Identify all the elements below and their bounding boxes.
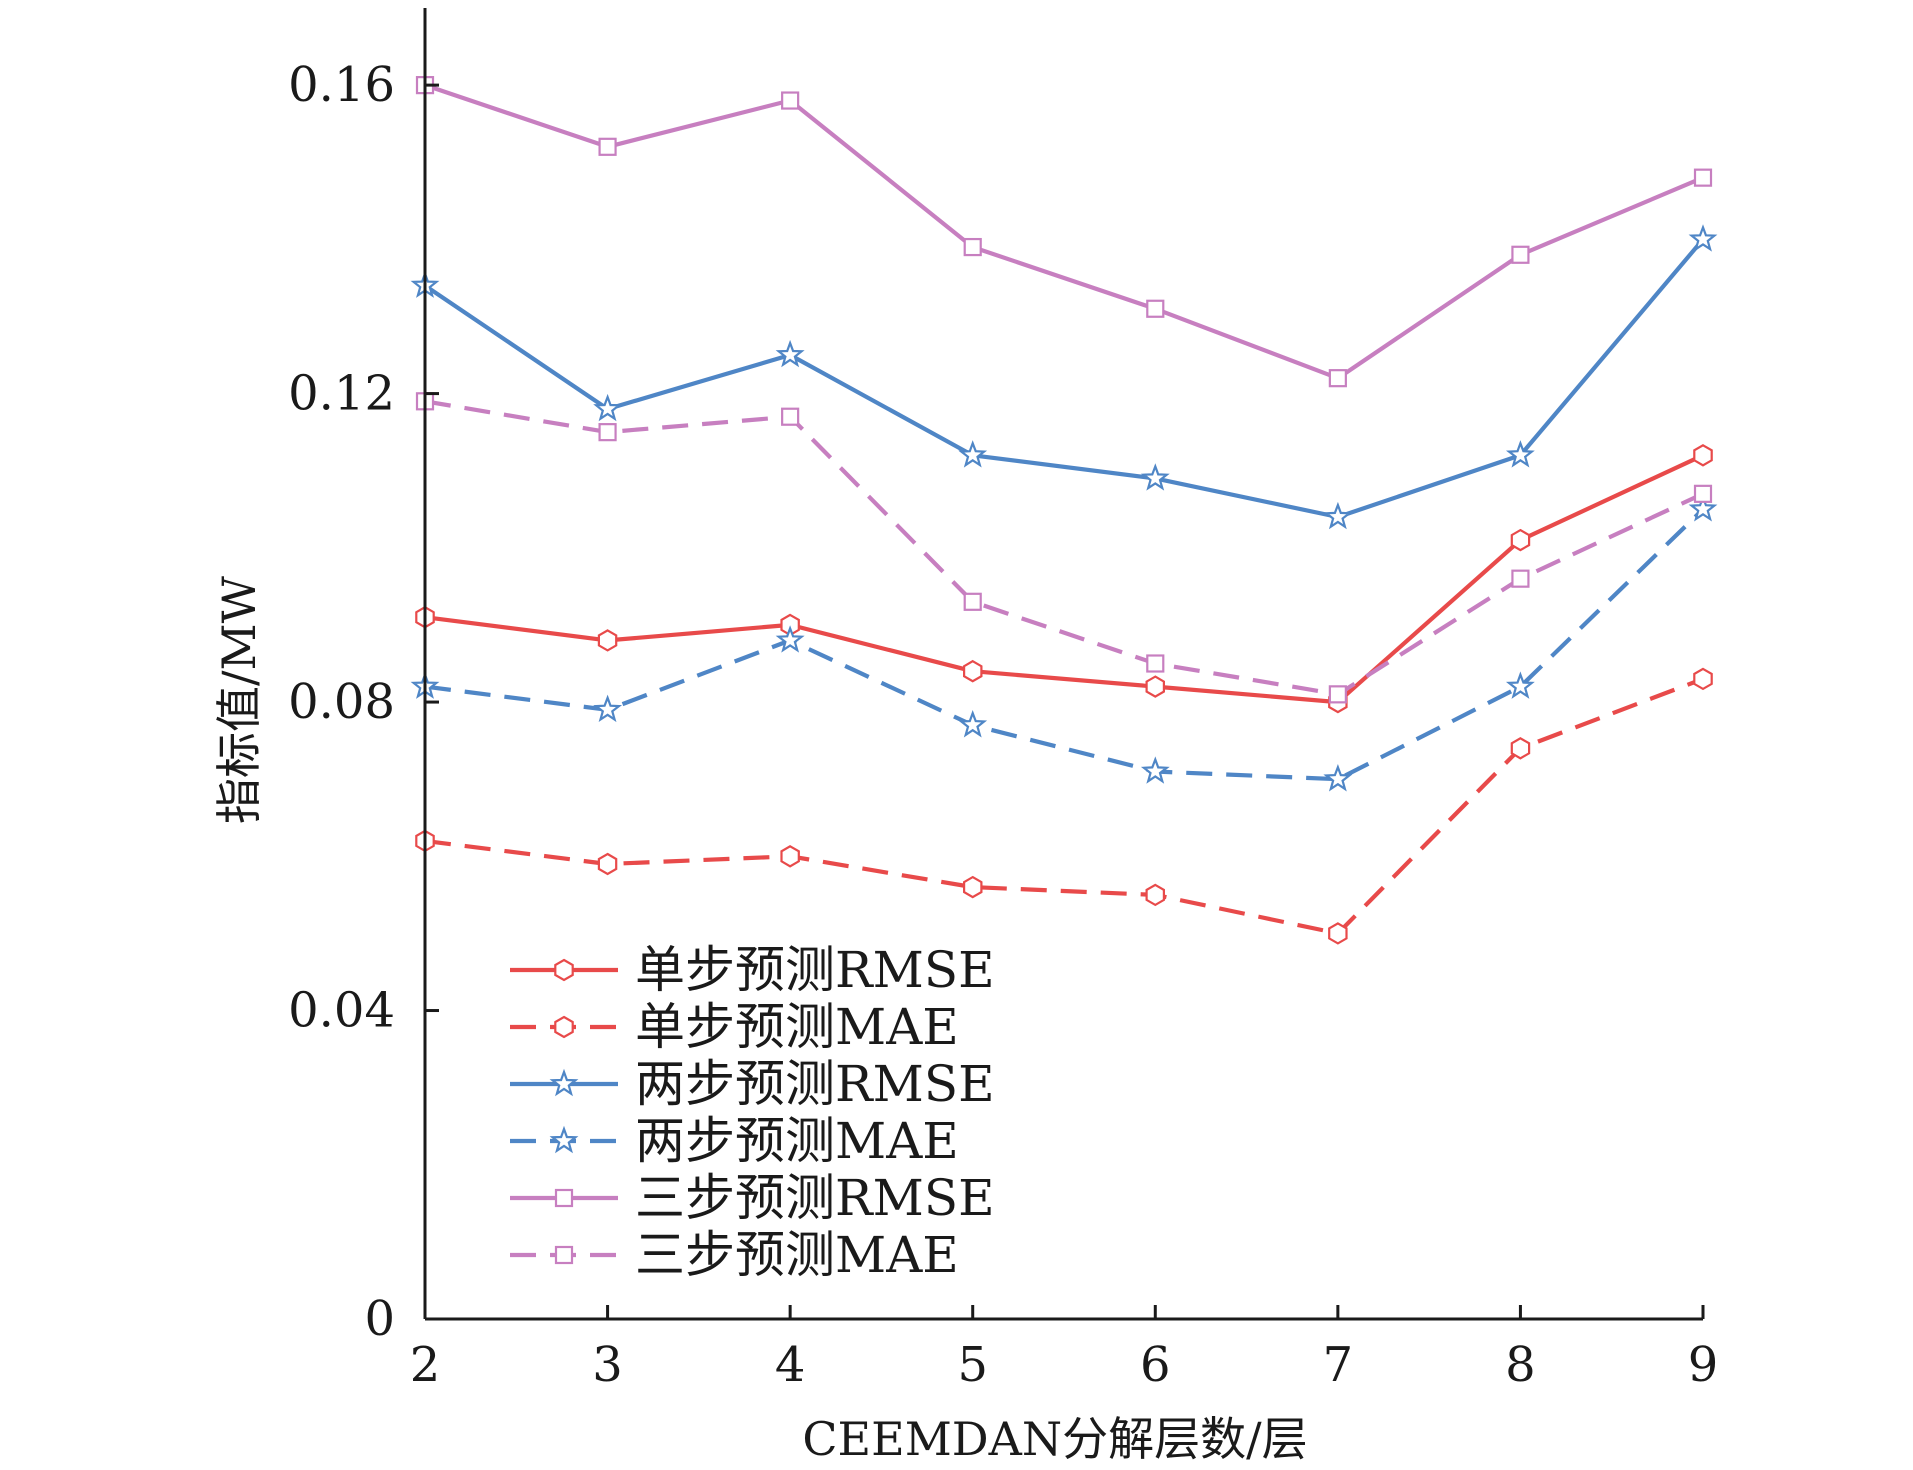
series-4-point	[1140, 756, 1170, 784]
x-tick-label: 6	[1140, 1337, 1171, 1393]
series-6-point	[963, 592, 982, 611]
legend-label: 单步预测RMSE	[635, 941, 995, 999]
legend-marker	[549, 1068, 579, 1097]
series-5-point	[598, 137, 617, 156]
series-3-line	[423, 238, 1705, 520]
series-2-point	[780, 845, 800, 868]
axes: 2 3 4 5 6 7 8 9 0 0.04 0.08 0.12 0.16	[288, 8, 1718, 1393]
series-3-point	[593, 393, 623, 422]
series-4-point	[958, 710, 988, 738]
series-6-point	[1511, 569, 1530, 588]
legend-label: 两步预测RMSE	[635, 1055, 995, 1113]
series-2-point	[1693, 667, 1713, 691]
series-6-point	[1146, 654, 1165, 673]
x-tick-label: 3	[592, 1337, 623, 1393]
series-2-point	[597, 852, 618, 876]
series-3-point	[775, 339, 805, 368]
y-tick-label: 0.12	[288, 366, 395, 422]
series-1-point	[1510, 528, 1531, 552]
series-3-point	[1505, 440, 1535, 468]
series-5-point	[781, 91, 800, 110]
legend-marker	[554, 1015, 574, 1039]
x-tick-label: 2	[410, 1337, 441, 1393]
series-4-point	[1688, 494, 1718, 522]
x-tick-label: 7	[1323, 1337, 1354, 1393]
series-1-point	[1145, 675, 1166, 698]
series-1-point	[1693, 444, 1713, 467]
legend: 单步预测RMSE单步预测MAE两步预测RMSE两步预测MAE三步预测RMSE三步…	[510, 941, 995, 1284]
legend-label: 三步预测RMSE	[635, 1169, 995, 1227]
series-3-point	[1140, 463, 1170, 491]
series-4-line	[424, 507, 1705, 782]
series-2-line	[424, 676, 1704, 936]
legend-label: 三步预测MAE	[635, 1226, 959, 1284]
legend-marker	[554, 1245, 574, 1265]
series-5-point	[963, 237, 982, 257]
series-2-point	[1145, 883, 1166, 907]
series-5-point	[1328, 369, 1347, 388]
y-axis-title: 指标值/MW	[212, 575, 266, 824]
legend-marker	[554, 1188, 574, 1208]
y-tick-label: 0.16	[288, 57, 395, 113]
series-5-point	[1693, 168, 1713, 187]
series-markers	[410, 76, 1718, 945]
series-2-point	[1328, 922, 1348, 945]
y-tick-label: 0.08	[288, 674, 395, 730]
series-3-point	[1323, 501, 1353, 530]
series-5-point	[1146, 299, 1165, 318]
x-axis-title: CEEMDAN分解层数/层	[802, 1412, 1307, 1465]
series-5-point	[1511, 245, 1530, 264]
series-2-point	[962, 875, 983, 899]
x-tick-label: 5	[957, 1337, 988, 1393]
series-4-point	[1505, 671, 1535, 699]
series-4-point	[775, 625, 805, 653]
series-1-line	[424, 453, 1704, 705]
series-6-point	[1693, 484, 1713, 503]
series-3-point	[958, 440, 988, 468]
series-1-point	[597, 629, 618, 652]
x-tick-label: 9	[1688, 1337, 1719, 1393]
series-lines	[423, 83, 1705, 936]
legend-marker	[549, 1125, 579, 1154]
series-6-point	[598, 423, 617, 442]
y-tick-label: 0	[364, 1291, 395, 1347]
series-6-point	[781, 407, 800, 426]
series-6-point	[1328, 685, 1347, 704]
series-4-point	[1323, 764, 1353, 792]
series-6-line	[424, 399, 1704, 697]
legend-label: 两步预测MAE	[635, 1112, 959, 1170]
series-3-point	[1688, 224, 1718, 252]
series-4-point	[593, 694, 623, 723]
legend-label: 单步预测MAE	[635, 998, 959, 1056]
series-2-point	[1510, 737, 1531, 760]
series-5-line	[424, 83, 1704, 381]
y-tick-label: 0.04	[288, 983, 395, 1039]
series-1-point	[962, 659, 983, 683]
x-tick-label: 8	[1505, 1337, 1536, 1393]
x-tick-label: 4	[775, 1337, 806, 1393]
legend-marker	[554, 958, 574, 982]
